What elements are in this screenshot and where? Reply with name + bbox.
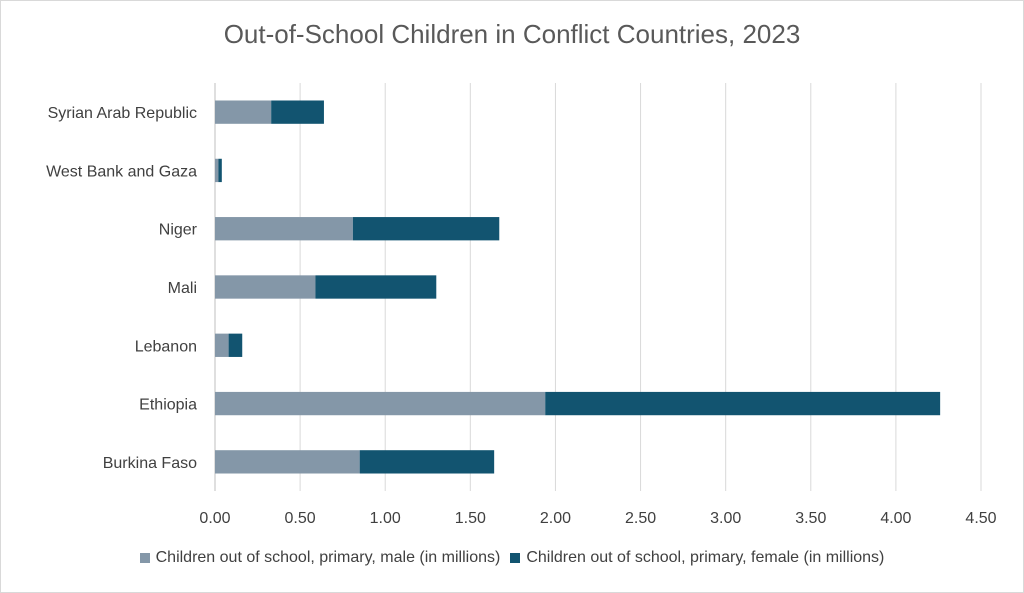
category-label: West Bank and Gaza (46, 163, 197, 180)
bar-male (215, 275, 316, 299)
legend-swatch-male (139, 553, 150, 563)
bar-male (215, 158, 219, 183)
x-tick-label: 2.00 (540, 510, 571, 527)
bar-male (215, 450, 360, 474)
legend-label-female: Children out of school, primary, female … (526, 549, 885, 566)
bar-male (215, 217, 353, 241)
bar-female (545, 391, 941, 416)
x-tick-label: 2.50 (625, 510, 656, 527)
bar-male (215, 391, 546, 416)
bar-female (315, 275, 437, 299)
category-label: Burkina Faso (103, 455, 197, 472)
x-tick-label: 4.50 (965, 510, 996, 527)
x-tick-label: 1.50 (455, 510, 486, 527)
x-tick-label: 0.50 (285, 510, 316, 527)
legend-swatch-female (510, 553, 521, 563)
category-label: Lebanon (135, 338, 197, 355)
x-tick-label: 1.00 (370, 510, 401, 527)
bar-female (359, 450, 495, 474)
x-tick-label: 4.00 (880, 510, 911, 527)
legend-label-male: Children out of school, primary, male (i… (155, 549, 501, 566)
bar-male (215, 100, 272, 124)
category-label: Syrian Arab Republic (48, 105, 197, 122)
x-tick-label: 3.00 (710, 510, 741, 527)
chart-title: Out-of-School Children in Conflict Count… (223, 19, 801, 49)
legend-item-male: Children out of school, primary, male (i… (139, 549, 501, 567)
x-tick-label: 3.50 (795, 510, 826, 527)
bar-male (215, 333, 229, 357)
category-label: Mali (168, 280, 197, 297)
legend-item-female: Children out of school, primary, female … (510, 549, 884, 567)
x-tick-label: 0.00 (199, 510, 230, 527)
bar-female (271, 100, 324, 124)
bar-female (218, 158, 222, 183)
bar-female (228, 333, 243, 357)
category-label: Ethiopia (139, 397, 197, 414)
chart-legend: Children out of school, primary, male (i… (1, 549, 1023, 567)
bar-female (352, 217, 500, 241)
category-label: Niger (159, 222, 198, 239)
